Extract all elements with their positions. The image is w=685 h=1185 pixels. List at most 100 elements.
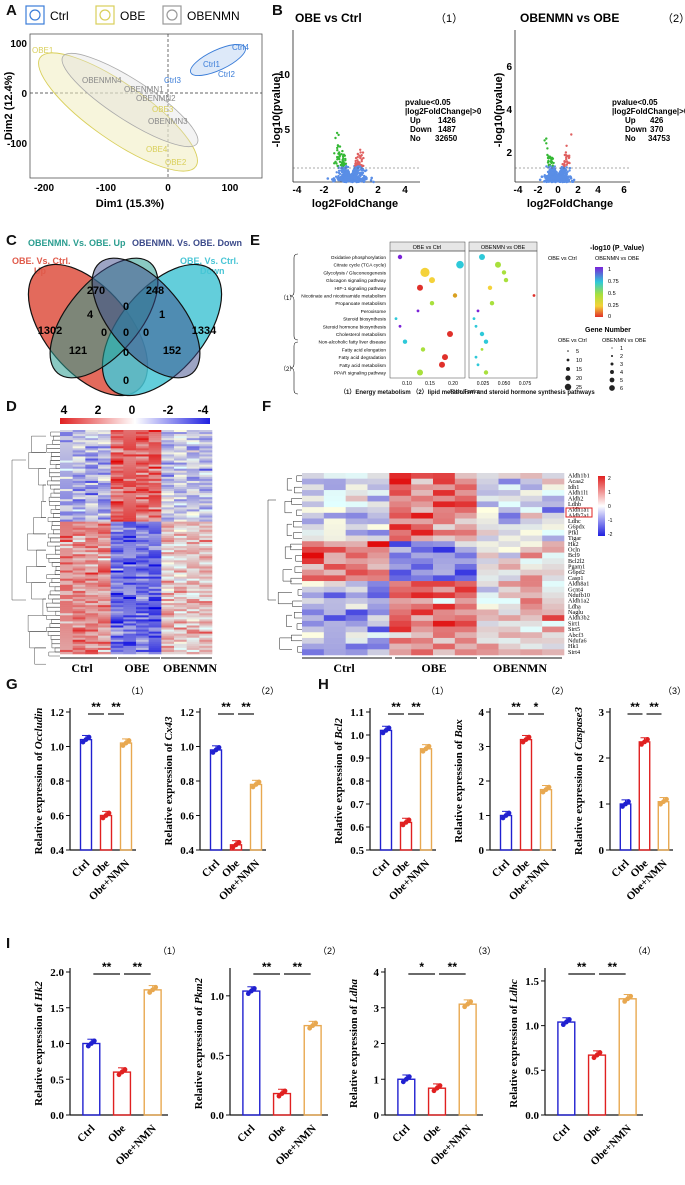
heatd-cell: [186, 458, 200, 461]
heatd-cell: [199, 493, 213, 496]
kegg-xlabel: Rich_Factor: [450, 389, 480, 395]
heatd-cell: [60, 484, 73, 488]
heatd-cell: [98, 460, 111, 463]
heatf-cell: [323, 558, 346, 565]
heatd-cell: [60, 495, 73, 498]
heatd-cell: [60, 635, 73, 639]
heatd-cell: [110, 521, 124, 524]
heatd-cell: [60, 623, 73, 626]
heatf-cell: [542, 609, 565, 616]
heatf-cell: [345, 620, 368, 627]
heatd-cell: [85, 572, 99, 575]
heatd-cell: [98, 580, 111, 584]
heatd-cell: [85, 643, 99, 647]
heatd-cell: [136, 482, 149, 486]
heatd-cell: [110, 649, 124, 653]
volcano-point: [338, 155, 341, 158]
heatf-cell: [454, 626, 477, 633]
heatd-cell: [174, 448, 187, 451]
heatd-cell: [98, 576, 111, 579]
heatd-cell: [199, 497, 213, 500]
heatd-cell: [98, 462, 111, 465]
heatf-cell: [345, 649, 368, 656]
heatd-cell: [136, 594, 149, 598]
heatf-cell: [520, 643, 543, 650]
barchart-ytick-label: 1.2: [180, 707, 194, 719]
heatd-cell: [174, 609, 187, 612]
heatd-cell: [174, 615, 187, 618]
heatd-cell: [136, 576, 149, 579]
heatd-cell: [123, 470, 137, 474]
heatf-cell: [520, 501, 543, 508]
heatd-cell: [161, 552, 175, 555]
heatd-cell: [148, 495, 162, 498]
heatf-cell: [433, 495, 456, 502]
heatf-cell: [520, 541, 543, 548]
heatd-cell: [85, 568, 99, 571]
heatf-gene-label: Ndufa6: [568, 638, 587, 645]
legend-obe: OBE: [120, 9, 145, 23]
heatf-cell: [411, 473, 434, 479]
heatd-cell: [98, 527, 111, 531]
volcano-point: [341, 149, 344, 153]
heatf-cell: [389, 512, 412, 519]
heatd-cell: [136, 466, 149, 469]
heatd-cell: [136, 621, 149, 624]
heatd-cell: [148, 629, 162, 632]
heatd-cell: [110, 562, 124, 565]
heatd-cell: [199, 436, 213, 439]
heatf-cell: [476, 524, 499, 531]
heatd-cell: [98, 550, 111, 553]
heatd-cell: [123, 617, 137, 620]
heatf-cell: [542, 581, 565, 588]
heatd-cell: [72, 495, 86, 498]
barchart-sig-label: **: [577, 960, 587, 974]
heatd-cell: [136, 554, 149, 557]
heatd-cell: [148, 635, 162, 639]
heatd-cell: [136, 607, 149, 610]
kegg-facet1-title: OBE vs Ctrl: [413, 245, 442, 251]
heatd-cell: [199, 550, 213, 553]
heatd-cell: [136, 556, 149, 559]
heatf-cell: [323, 484, 346, 491]
heatd-cell: [123, 599, 137, 602]
heatd-cell: [174, 446, 187, 449]
heatd-cell: [98, 472, 111, 476]
heatd-cell: [161, 611, 175, 614]
heatf-cell: [520, 473, 543, 479]
heatf-cell: [302, 592, 325, 599]
heatd-cell: [148, 491, 162, 494]
barchart-ytick-label: 1.0: [50, 1039, 64, 1051]
heatd-cell: [98, 548, 111, 551]
heatf-cell: [323, 592, 346, 599]
heatd-cell: [148, 434, 162, 437]
heatd-cell: [174, 503, 187, 506]
heatd-cell: [110, 603, 124, 606]
v2-stat-2: |log2FoldChange|>0: [612, 107, 685, 116]
heatd-cell: [110, 590, 124, 594]
heatf-cell: [411, 643, 434, 650]
heatf-scale-2: 1: [608, 490, 611, 496]
heatd-cell: [161, 484, 175, 488]
kegg-pathway-label: HIF-1 signaling pathway: [335, 286, 387, 292]
v2-xt-6: 6: [621, 185, 627, 196]
heatd-cell: [161, 635, 175, 639]
barchart-ytick-label: 3: [599, 707, 605, 719]
volcano-point: [341, 158, 344, 162]
heatd-cell: [123, 607, 137, 610]
heatd-cell: [123, 560, 137, 563]
heatd-cell: [110, 607, 124, 610]
heatd-cell: [136, 548, 149, 551]
heatd-cell: [148, 605, 162, 608]
heatf-cell: [498, 569, 521, 576]
volcano-point: [565, 163, 568, 166]
heatd-cell: [85, 450, 99, 453]
heatf-gene-label: Abcf3: [568, 632, 583, 639]
heatd-cell: [186, 438, 200, 441]
heatf-cell: [367, 490, 390, 497]
heatd-cell: [123, 564, 137, 567]
heatd-cell: [110, 474, 124, 478]
heatf-cell: [542, 637, 565, 644]
heatd-cell: [60, 560, 73, 563]
kegg-facet1-frame: [389, 250, 466, 379]
